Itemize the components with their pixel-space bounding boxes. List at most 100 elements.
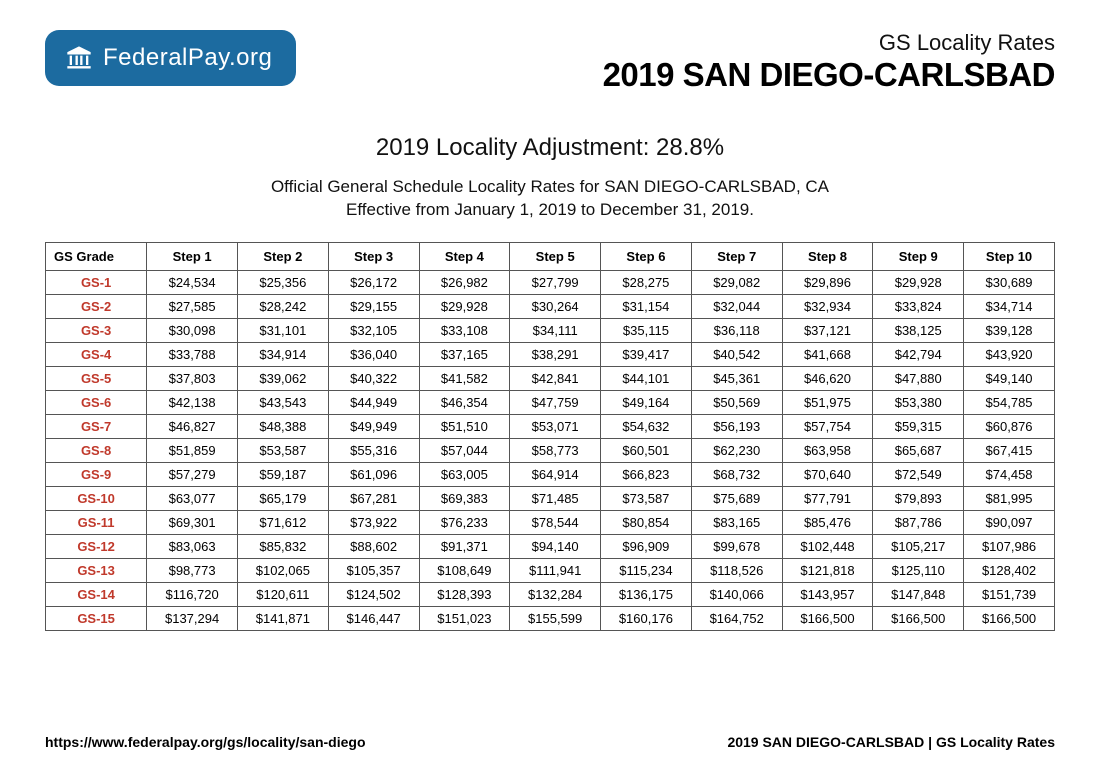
table-row: GS-1$24,534$25,356$26,172$26,982$27,799$… <box>46 270 1055 294</box>
grade-cell: GS-14 <box>46 582 147 606</box>
grade-cell: GS-12 <box>46 534 147 558</box>
pay-cell: $30,689 <box>964 270 1055 294</box>
pay-cell: $29,155 <box>328 294 419 318</box>
pay-cell: $30,264 <box>510 294 601 318</box>
pay-cell: $56,193 <box>691 414 782 438</box>
pay-cell: $76,233 <box>419 510 510 534</box>
pay-cell: $48,388 <box>237 414 328 438</box>
pay-cell: $98,773 <box>147 558 238 582</box>
pay-cell: $151,739 <box>964 582 1055 606</box>
footer-url: https://www.federalpay.org/gs/locality/s… <box>45 734 366 750</box>
col-step-9: Step 9 <box>873 242 964 270</box>
pay-cell: $66,823 <box>601 462 692 486</box>
pay-cell: $51,975 <box>782 390 873 414</box>
pay-cell: $65,687 <box>873 438 964 462</box>
pay-cell: $63,958 <box>782 438 873 462</box>
pay-cell: $24,534 <box>147 270 238 294</box>
pay-cell: $39,417 <box>601 342 692 366</box>
col-step-8: Step 8 <box>782 242 873 270</box>
description-line-1: Official General Schedule Locality Rates… <box>271 177 829 196</box>
pay-cell: $57,754 <box>782 414 873 438</box>
pay-cell: $27,585 <box>147 294 238 318</box>
pay-cell: $60,501 <box>601 438 692 462</box>
grade-cell: GS-15 <box>46 606 147 630</box>
pay-cell: $166,500 <box>873 606 964 630</box>
pay-cell: $137,294 <box>147 606 238 630</box>
pay-cell: $29,896 <box>782 270 873 294</box>
table-row: GS-7$46,827$48,388$49,949$51,510$53,071$… <box>46 414 1055 438</box>
pay-cell: $69,383 <box>419 486 510 510</box>
pay-cell: $36,118 <box>691 318 782 342</box>
pay-cell: $79,893 <box>873 486 964 510</box>
table-row: GS-14$116,720$120,611$124,502$128,393$13… <box>46 582 1055 606</box>
pay-cell: $146,447 <box>328 606 419 630</box>
pay-cell: $53,380 <box>873 390 964 414</box>
pay-cell: $37,165 <box>419 342 510 366</box>
pay-cell: $65,179 <box>237 486 328 510</box>
pay-cell: $105,217 <box>873 534 964 558</box>
pay-cell: $26,982 <box>419 270 510 294</box>
pay-cell: $108,649 <box>419 558 510 582</box>
pay-cell: $42,794 <box>873 342 964 366</box>
pay-cell: $68,732 <box>691 462 782 486</box>
pay-cell: $50,569 <box>691 390 782 414</box>
pay-cell: $37,121 <box>782 318 873 342</box>
pay-cell: $28,242 <box>237 294 328 318</box>
table-row: GS-10$63,077$65,179$67,281$69,383$71,485… <box>46 486 1055 510</box>
table-row: GS-4$33,788$34,914$36,040$37,165$38,291$… <box>46 342 1055 366</box>
col-grade: GS Grade <box>46 242 147 270</box>
pay-cell: $57,279 <box>147 462 238 486</box>
pay-cell: $34,111 <box>510 318 601 342</box>
pay-cell: $80,854 <box>601 510 692 534</box>
pay-cell: $91,371 <box>419 534 510 558</box>
pay-cell: $120,611 <box>237 582 328 606</box>
pay-cell: $166,500 <box>964 606 1055 630</box>
pay-cell: $32,044 <box>691 294 782 318</box>
pay-cell: $136,175 <box>601 582 692 606</box>
pay-cell: $33,108 <box>419 318 510 342</box>
col-step-3: Step 3 <box>328 242 419 270</box>
pay-cell: $87,786 <box>873 510 964 534</box>
pay-cell: $118,526 <box>691 558 782 582</box>
pay-cell: $38,125 <box>873 318 964 342</box>
pay-cell: $49,949 <box>328 414 419 438</box>
grade-cell: GS-10 <box>46 486 147 510</box>
grade-cell: GS-2 <box>46 294 147 318</box>
pay-cell: $49,140 <box>964 366 1055 390</box>
pay-cell: $42,138 <box>147 390 238 414</box>
pay-cell: $74,458 <box>964 462 1055 486</box>
table-body: GS-1$24,534$25,356$26,172$26,982$27,799$… <box>46 270 1055 630</box>
pay-cell: $71,612 <box>237 510 328 534</box>
pay-cell: $143,957 <box>782 582 873 606</box>
pay-cell: $147,848 <box>873 582 964 606</box>
pay-cell: $90,097 <box>964 510 1055 534</box>
pay-cell: $43,920 <box>964 342 1055 366</box>
title-main: 2019 SAN DIEGO-CARLSBAD <box>603 56 1055 94</box>
pay-cell: $141,871 <box>237 606 328 630</box>
table-row: GS-3$30,098$31,101$32,105$33,108$34,111$… <box>46 318 1055 342</box>
pay-cell: $46,354 <box>419 390 510 414</box>
pay-cell: $115,234 <box>601 558 692 582</box>
pay-cell: $57,044 <box>419 438 510 462</box>
site-logo: FederalPay.org <box>45 30 296 86</box>
col-step-6: Step 6 <box>601 242 692 270</box>
pay-cell: $71,485 <box>510 486 601 510</box>
pay-cell: $49,164 <box>601 390 692 414</box>
pay-cell: $44,101 <box>601 366 692 390</box>
pay-cell: $102,065 <box>237 558 328 582</box>
grade-cell: GS-7 <box>46 414 147 438</box>
pay-cell: $166,500 <box>782 606 873 630</box>
pay-cell: $33,824 <box>873 294 964 318</box>
pay-cell: $121,818 <box>782 558 873 582</box>
pay-cell: $40,542 <box>691 342 782 366</box>
pay-cell: $40,322 <box>328 366 419 390</box>
pay-cell: $47,759 <box>510 390 601 414</box>
grade-cell: GS-6 <box>46 390 147 414</box>
pay-cell: $77,791 <box>782 486 873 510</box>
pay-cell: $116,720 <box>147 582 238 606</box>
pay-cell: $160,176 <box>601 606 692 630</box>
table-row: GS-9$57,279$59,187$61,096$63,005$64,914$… <box>46 462 1055 486</box>
pay-cell: $164,752 <box>691 606 782 630</box>
pay-cell: $59,315 <box>873 414 964 438</box>
pay-cell: $34,914 <box>237 342 328 366</box>
